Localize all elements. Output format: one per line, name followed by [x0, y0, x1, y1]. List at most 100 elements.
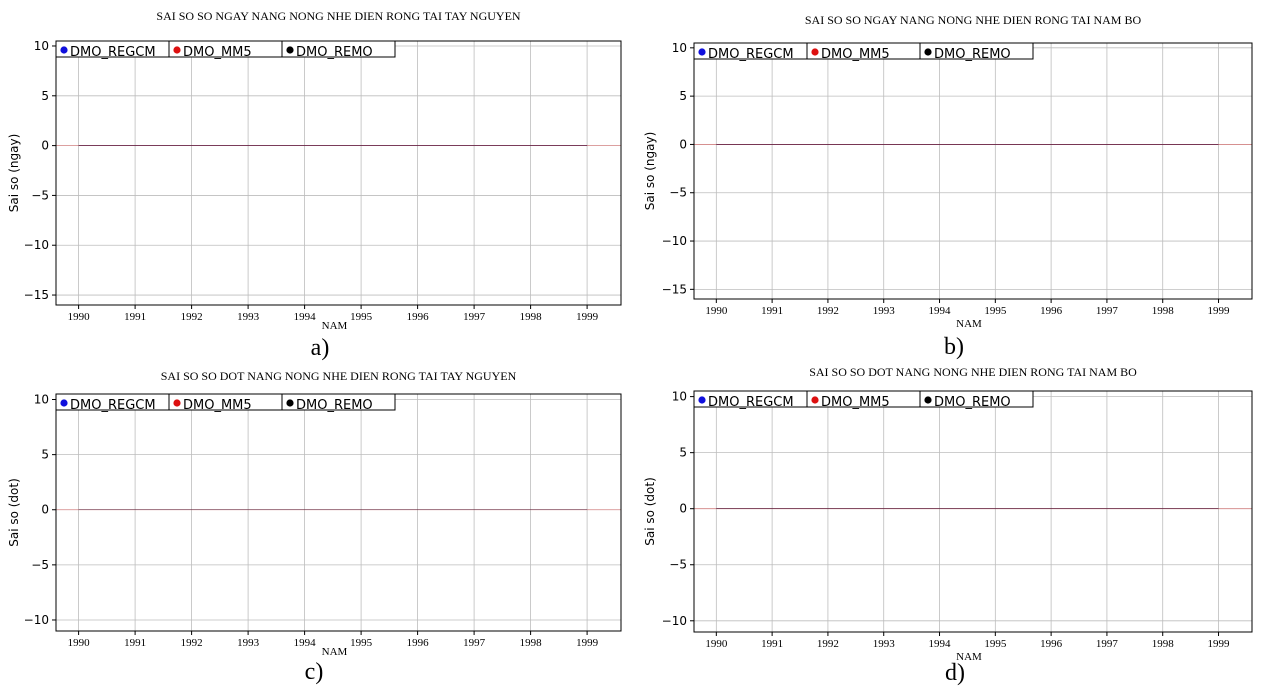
chart-c: 10 5 0 −5 −10 1990 1991 1992 1993 1994 1995 1996 199…: [7, 369, 622, 658]
chart-title: SAI SO SO NGAY NANG NONG NHE DIEN RONG T…: [805, 13, 1142, 27]
y-tick-label: −5: [669, 558, 687, 572]
chart-title: SAI SO SO NGAY NANG NONG NHE DIEN RONG T…: [156, 9, 521, 23]
x-tick-label: 1991: [761, 305, 783, 317]
x-tick-label: 1999: [1208, 638, 1231, 650]
x-tick-label: 1991: [761, 638, 783, 650]
x-tick-label: 1998: [1152, 638, 1175, 650]
x-tick-label: 1990: [68, 311, 91, 323]
x-tick-label: 1992: [817, 638, 839, 650]
legend-label: DMO_REMO: [296, 45, 373, 60]
legend-marker: [286, 46, 294, 54]
legend-marker: [173, 46, 181, 54]
x-tick-label: 1993: [237, 637, 260, 649]
x-tick-label: 1995: [350, 311, 373, 323]
x-tick-label: 1999: [576, 637, 599, 649]
y-tick-label: 10: [34, 39, 49, 53]
y-axis-label: Sai so (dot): [7, 478, 21, 547]
plot-frame: [55, 393, 622, 632]
chart-panel-a: 10 5 0 −5 −10 −15 1990 1991 1992 1993 1994 1995 1996…: [0, 0, 632, 346]
x-tick-label: 1991: [124, 637, 146, 649]
x-tick-label: 1996: [1040, 638, 1063, 650]
x-tick-label: 1995: [984, 305, 1007, 317]
y-tick-label: −5: [31, 558, 49, 572]
y-axis-label: Sai so (ngay): [7, 134, 21, 213]
y-tick-label: −15: [662, 282, 687, 296]
y-tick-label: −10: [24, 613, 49, 627]
legend-label: DMO_REGCM: [70, 398, 156, 413]
y-tick-label: −10: [662, 614, 687, 628]
x-tick-label: 1998: [520, 637, 543, 649]
y-tick-label: 0: [41, 503, 49, 517]
x-tick-label: 1997: [463, 637, 486, 649]
caption-d: d): [945, 660, 965, 686]
y-tick-label: 10: [672, 41, 687, 55]
x-tick-label: 1998: [520, 311, 543, 323]
y-tick-label: 0: [41, 139, 49, 153]
chart-title: SAI SO SO DOT NANG NONG NHE DIEN RONG TA…: [809, 365, 1137, 379]
legend-marker: [698, 48, 706, 56]
y-tick-label: 5: [41, 89, 49, 103]
plot-frame: [55, 40, 622, 306]
x-axis-label: NAM: [956, 318, 982, 330]
x-tick-label: 1999: [576, 311, 599, 323]
legend-label: DMO_REMO: [934, 47, 1011, 62]
y-tick-label: 5: [679, 446, 687, 460]
x-tick-label: 1998: [1152, 305, 1175, 317]
x-tick-label: 1995: [350, 637, 373, 649]
y-tick-label: 0: [679, 137, 687, 151]
legend-marker: [924, 48, 932, 56]
legend-label: DMO_REGCM: [708, 395, 794, 410]
legend-label: DMO_REGCM: [708, 47, 794, 62]
legend-marker: [698, 396, 706, 404]
legend-marker: [173, 399, 181, 407]
y-tick-label: −15: [24, 288, 49, 302]
y-axis-label: Sai so (ngay): [643, 132, 657, 211]
legend-box: [281, 40, 396, 58]
legend-marker: [60, 399, 68, 407]
legend-marker: [60, 46, 68, 54]
legend-label: DMO_MM5: [183, 45, 252, 60]
y-tick-label: 10: [34, 393, 49, 407]
x-tick-label: 1996: [407, 311, 430, 323]
y-tick-label: −5: [31, 188, 49, 202]
x-tick-label: 1994: [294, 637, 317, 649]
legend-label: DMO_REMO: [934, 395, 1011, 410]
chart-panel-c: 10 5 0 −5 −10 1990 1991 1992 1993 1994 1995 1996 199…: [0, 346, 632, 691]
chart-panel-b: 10 5 0 −5 −10 −15 1990 1991 1992 1993 1994 1995 1996…: [632, 0, 1264, 346]
y-tick-label: 5: [679, 89, 687, 103]
x-tick-label: 1992: [181, 637, 203, 649]
x-axis-label: NAM: [322, 646, 348, 658]
x-tick-label: 1997: [463, 311, 486, 323]
x-tick-label: 1994: [929, 638, 952, 650]
legend-marker: [811, 396, 819, 404]
x-axis-label: NAM: [322, 320, 348, 332]
plot-frame: [693, 42, 1253, 300]
legend-marker: [924, 396, 932, 404]
y-tick-label: −10: [662, 234, 687, 248]
x-tick-label: 1992: [817, 305, 839, 317]
chart-a: 10 5 0 −5 −10 −15 1990 1991 1992 1993 1994 1995 1996…: [7, 9, 622, 332]
y-tick-label: 0: [679, 502, 687, 516]
x-tick-label: 1996: [1040, 305, 1063, 317]
legend-marker: [286, 399, 294, 407]
legend-label: DMO_MM5: [821, 395, 890, 410]
legend-label: DMO_MM5: [821, 47, 890, 62]
x-tick-label: 1990: [705, 638, 728, 650]
y-axis-label: Sai so (dot): [643, 477, 657, 546]
y-tick-label: −5: [669, 186, 687, 200]
x-tick-label: 1993: [237, 311, 260, 323]
legend-label: DMO_MM5: [183, 398, 252, 413]
caption-c: c): [304, 659, 324, 685]
caption-b: b): [944, 334, 964, 360]
x-tick-label: 1993: [873, 638, 896, 650]
chart-title: SAI SO SO DOT NANG NONG NHE DIEN RONG TA…: [161, 369, 517, 383]
legend-marker: [811, 48, 819, 56]
x-tick-label: 1993: [873, 305, 896, 317]
x-tick-label: 1997: [1096, 638, 1119, 650]
y-tick-label: −10: [24, 238, 49, 252]
legend-box: [919, 390, 1034, 408]
caption-a: a): [310, 335, 330, 361]
x-tick-label: 1997: [1096, 305, 1119, 317]
x-tick-label: 1992: [181, 311, 203, 323]
x-tick-label: 1999: [1208, 305, 1231, 317]
